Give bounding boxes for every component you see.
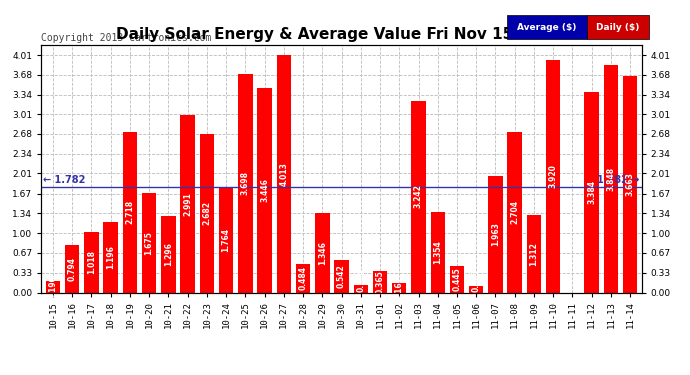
Bar (353, 285, 368, 292)
Text: 2.991: 2.991 (183, 192, 192, 216)
Bar (46, 281, 60, 292)
Text: 0.190: 0.190 (48, 275, 57, 299)
Bar (431, 212, 445, 292)
Text: Daily ($): Daily ($) (596, 22, 639, 32)
Text: 3.242: 3.242 (414, 184, 423, 209)
Text: 0.445: 0.445 (453, 267, 462, 291)
Text: 3.663: 3.663 (626, 172, 635, 196)
Text: 4.013: 4.013 (279, 162, 288, 186)
Text: 0.161: 0.161 (395, 276, 404, 300)
Bar (142, 194, 157, 292)
Text: 1.675: 1.675 (145, 231, 154, 255)
Bar (411, 100, 426, 292)
Bar (123, 132, 137, 292)
Text: 0.365: 0.365 (375, 270, 384, 294)
Text: 1.296: 1.296 (164, 242, 173, 266)
Bar (277, 55, 291, 292)
Bar (546, 60, 560, 292)
Bar (450, 266, 464, 292)
Text: 1.764: 1.764 (221, 228, 230, 252)
Text: 2.704: 2.704 (510, 201, 519, 225)
Text: 0.542: 0.542 (337, 265, 346, 288)
Bar (219, 188, 233, 292)
Bar (104, 222, 118, 292)
Bar (335, 260, 348, 292)
Text: 1.963: 1.963 (491, 222, 500, 246)
Text: ← 1.782: ← 1.782 (43, 175, 86, 184)
Bar (508, 132, 522, 292)
Bar (526, 215, 541, 292)
Text: 1.354: 1.354 (433, 240, 442, 264)
Text: 1.346: 1.346 (318, 241, 327, 265)
Bar (296, 264, 310, 292)
Bar (84, 232, 99, 292)
Text: 3.848: 3.848 (607, 166, 615, 190)
Text: 3.920: 3.920 (549, 165, 558, 188)
Text: 1.196: 1.196 (106, 245, 115, 269)
Text: Average ($): Average ($) (517, 22, 577, 32)
Text: 1.782 →: 1.782 → (598, 175, 640, 184)
Bar (604, 64, 618, 292)
Bar (469, 286, 484, 292)
Text: 0.484: 0.484 (299, 266, 308, 290)
Title: Daily Solar Energy & Average Value Fri Nov 15 07:03: Daily Solar Energy & Average Value Fri N… (116, 27, 567, 42)
Text: 1.018: 1.018 (87, 251, 96, 274)
Bar (315, 213, 330, 292)
Text: 1.312: 1.312 (529, 242, 538, 266)
Text: 0.124: 0.124 (356, 268, 365, 292)
Text: 0.794: 0.794 (68, 257, 77, 281)
Bar (180, 116, 195, 292)
Text: 2.718: 2.718 (126, 200, 135, 224)
Bar (489, 176, 503, 292)
Bar (584, 92, 599, 292)
Bar (238, 74, 253, 292)
Text: 3.698: 3.698 (241, 171, 250, 195)
Bar (161, 216, 175, 292)
Text: 3.446: 3.446 (260, 178, 269, 203)
Bar (392, 283, 406, 292)
Text: Copyright 2013 Cartronics.com: Copyright 2013 Cartronics.com (41, 33, 212, 42)
Bar (65, 246, 79, 292)
Bar (199, 134, 214, 292)
Text: 2.682: 2.682 (202, 201, 211, 225)
Bar (373, 271, 387, 292)
Bar (623, 76, 638, 292)
Text: 3.384: 3.384 (587, 180, 596, 204)
Bar (257, 88, 272, 292)
Text: 0.107: 0.107 (472, 268, 481, 292)
